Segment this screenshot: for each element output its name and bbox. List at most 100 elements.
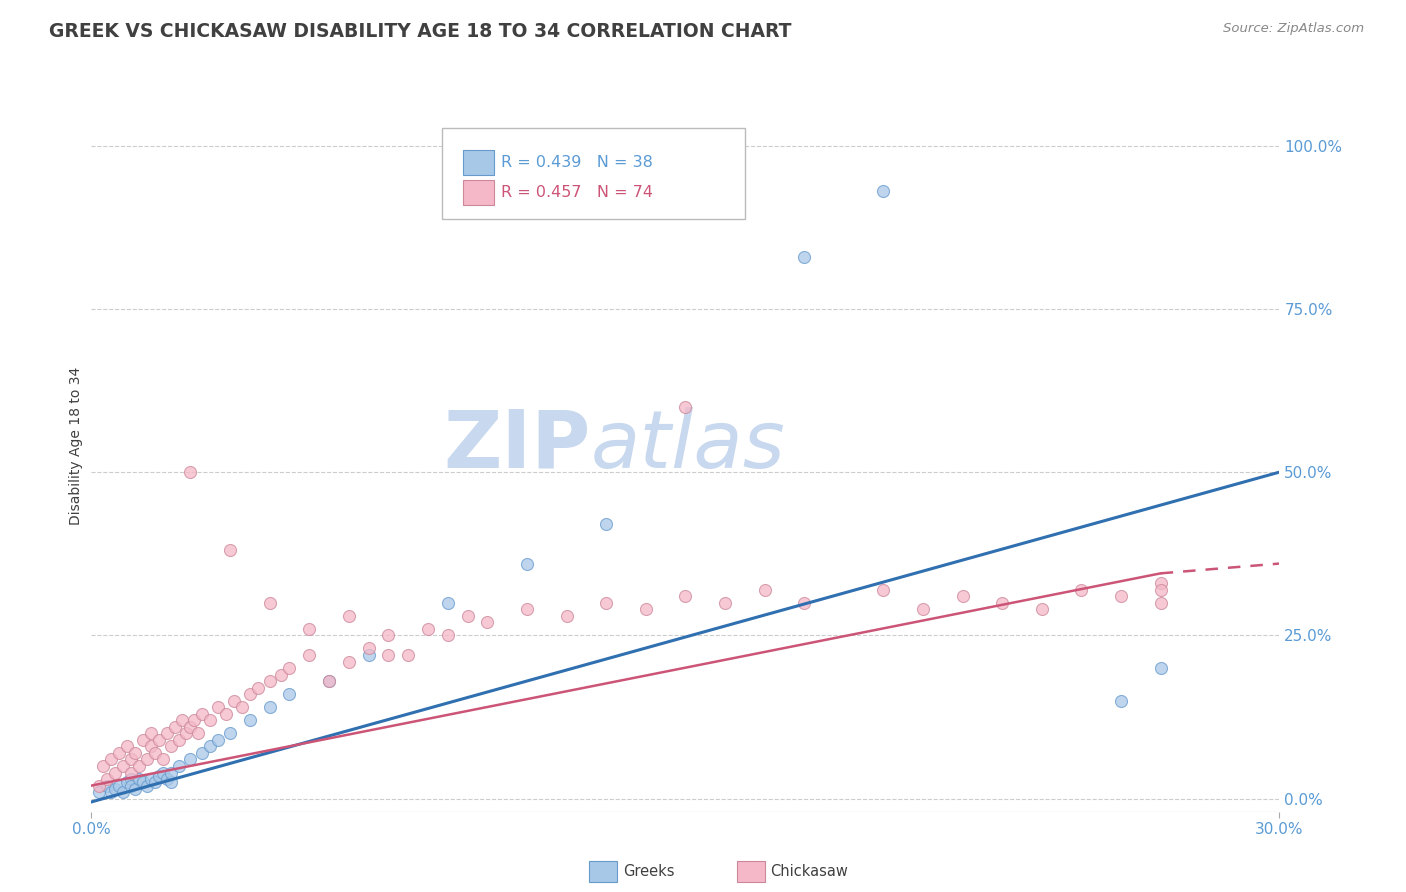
Point [595,517,617,532]
Point [516,557,538,571]
Point [191,746,214,760]
Point [132,732,155,747]
Point [416,622,439,636]
Text: Source: ZipAtlas.com: Source: ZipAtlas.com [1223,22,1364,36]
Point [634,602,657,616]
Point [156,772,179,786]
FancyBboxPatch shape [441,128,745,219]
Point [793,250,815,264]
Point [1150,596,1173,610]
Point [104,765,127,780]
Point [1109,694,1132,708]
Point [872,582,894,597]
Point [100,785,122,799]
Point [115,775,138,789]
Point [108,746,131,760]
Point [135,752,157,766]
Point [436,596,458,610]
Point [159,739,181,754]
Point [270,667,292,681]
Text: ZIP: ZIP [443,407,591,485]
Point [516,602,538,616]
Point [207,732,229,747]
Point [176,726,198,740]
Point [89,779,111,793]
Point [200,714,222,728]
Point [259,674,281,689]
Point [436,628,458,642]
Point [148,732,170,747]
Text: atlas: atlas [591,407,785,485]
Point [172,714,194,728]
Point [357,648,380,662]
Point [357,641,380,656]
Point [239,687,262,701]
Point [1070,582,1092,597]
Point [911,602,934,616]
Point [200,739,222,754]
Point [139,726,162,740]
Point [128,759,150,773]
Point [278,661,301,675]
Point [115,739,138,754]
Point [167,759,190,773]
Point [219,726,242,740]
Point [337,608,360,623]
Point [124,746,146,760]
Point [104,781,127,796]
Point [477,615,499,630]
Point [120,752,142,766]
Point [555,608,578,623]
Point [714,596,737,610]
Point [120,772,142,786]
Point [673,589,696,603]
Point [143,746,166,760]
Point [278,687,301,701]
Point [239,714,262,728]
Text: R = 0.457   N = 74: R = 0.457 N = 74 [502,185,654,200]
Point [96,779,118,793]
Point [156,726,179,740]
Point [112,759,135,773]
Point [872,184,894,198]
Text: R = 0.439   N = 38: R = 0.439 N = 38 [502,155,654,170]
Point [259,700,281,714]
Point [152,752,174,766]
Point [163,720,186,734]
Point [108,779,131,793]
Point [298,648,321,662]
Point [135,779,157,793]
Point [673,400,696,414]
Point [124,781,146,796]
Point [952,589,974,603]
FancyBboxPatch shape [463,151,494,176]
Y-axis label: Disability Age 18 to 34: Disability Age 18 to 34 [69,367,83,525]
Point [991,596,1014,610]
Point [396,648,419,662]
Point [183,714,205,728]
Point [139,739,162,754]
Point [152,765,174,780]
Point [318,674,340,689]
Point [457,608,479,623]
Text: GREEK VS CHICKASAW DISABILITY AGE 18 TO 34 CORRELATION CHART: GREEK VS CHICKASAW DISABILITY AGE 18 TO … [49,22,792,41]
Point [179,720,201,734]
Point [89,785,111,799]
Point [793,596,815,610]
Point [159,775,181,789]
Point [377,628,399,642]
Point [91,759,114,773]
Point [1150,576,1173,591]
Point [96,772,118,786]
Point [754,582,776,597]
Point [377,648,399,662]
Point [167,732,190,747]
Point [219,543,242,558]
Point [128,772,150,786]
Point [1150,582,1173,597]
Point [112,785,135,799]
Point [120,765,142,780]
Point [298,622,321,636]
Point [222,694,245,708]
Point [595,596,617,610]
